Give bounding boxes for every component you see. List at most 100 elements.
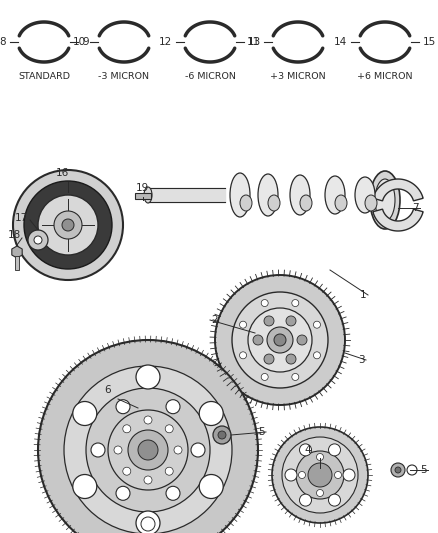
Circle shape xyxy=(248,308,312,372)
Text: 1: 1 xyxy=(360,290,367,300)
Ellipse shape xyxy=(268,195,280,211)
Circle shape xyxy=(264,316,274,326)
Circle shape xyxy=(282,437,358,513)
Ellipse shape xyxy=(370,171,400,229)
Circle shape xyxy=(328,444,340,456)
Circle shape xyxy=(308,463,332,487)
Circle shape xyxy=(108,410,188,490)
Circle shape xyxy=(114,446,122,454)
Circle shape xyxy=(343,469,355,481)
Circle shape xyxy=(199,474,223,498)
Ellipse shape xyxy=(300,195,312,211)
Circle shape xyxy=(285,469,297,481)
Text: 6: 6 xyxy=(105,385,111,395)
Circle shape xyxy=(253,335,263,345)
Circle shape xyxy=(123,467,131,475)
Circle shape xyxy=(218,431,226,439)
Circle shape xyxy=(272,427,368,523)
Polygon shape xyxy=(12,246,22,258)
Circle shape xyxy=(86,388,210,512)
Circle shape xyxy=(91,443,105,457)
Text: -3 MICRON: -3 MICRON xyxy=(99,72,149,81)
Bar xyxy=(135,193,151,199)
Circle shape xyxy=(328,494,340,506)
Circle shape xyxy=(174,446,182,454)
Circle shape xyxy=(300,444,311,456)
Text: 10: 10 xyxy=(73,37,86,47)
Ellipse shape xyxy=(355,177,375,213)
Text: 4: 4 xyxy=(305,445,311,455)
Circle shape xyxy=(116,400,130,414)
Text: 11: 11 xyxy=(247,37,260,47)
Ellipse shape xyxy=(258,174,278,216)
Circle shape xyxy=(73,401,97,425)
Circle shape xyxy=(292,300,299,306)
Ellipse shape xyxy=(230,173,250,217)
Circle shape xyxy=(136,365,160,389)
Text: +6 MICRON: +6 MICRON xyxy=(357,72,413,81)
Text: 2: 2 xyxy=(212,315,218,325)
Circle shape xyxy=(165,425,173,433)
Circle shape xyxy=(128,430,168,470)
Text: 14: 14 xyxy=(334,37,347,47)
Circle shape xyxy=(292,374,299,381)
Circle shape xyxy=(286,354,296,364)
Circle shape xyxy=(286,316,296,326)
Circle shape xyxy=(215,275,345,405)
Circle shape xyxy=(136,511,160,533)
Circle shape xyxy=(38,195,98,255)
Polygon shape xyxy=(373,209,423,231)
Circle shape xyxy=(144,476,152,484)
Ellipse shape xyxy=(375,179,395,221)
Circle shape xyxy=(28,230,48,250)
Text: 12: 12 xyxy=(159,37,172,47)
Circle shape xyxy=(297,335,307,345)
Circle shape xyxy=(54,211,82,239)
Circle shape xyxy=(141,517,155,531)
Text: 16: 16 xyxy=(55,168,69,178)
Circle shape xyxy=(232,292,328,388)
Text: 9: 9 xyxy=(82,37,88,47)
Text: +3 MICRON: +3 MICRON xyxy=(270,72,326,81)
Circle shape xyxy=(144,416,152,424)
Ellipse shape xyxy=(325,176,345,214)
Ellipse shape xyxy=(335,195,347,211)
Ellipse shape xyxy=(365,195,377,211)
Text: 19: 19 xyxy=(135,183,148,193)
Text: STANDARD: STANDARD xyxy=(18,72,70,81)
Text: 13: 13 xyxy=(248,37,261,47)
Circle shape xyxy=(191,443,205,457)
Text: 8: 8 xyxy=(0,37,6,47)
Text: 7: 7 xyxy=(412,203,419,213)
Ellipse shape xyxy=(240,195,252,211)
Text: 5: 5 xyxy=(258,427,265,437)
Circle shape xyxy=(62,219,74,231)
Text: 18: 18 xyxy=(8,230,21,240)
Circle shape xyxy=(261,300,268,306)
Circle shape xyxy=(73,474,97,498)
Circle shape xyxy=(391,463,405,477)
Circle shape xyxy=(395,467,401,473)
Ellipse shape xyxy=(290,175,310,215)
Circle shape xyxy=(314,321,321,328)
Circle shape xyxy=(314,352,321,359)
Circle shape xyxy=(264,354,274,364)
Circle shape xyxy=(274,334,286,346)
Circle shape xyxy=(317,489,324,497)
Circle shape xyxy=(13,170,123,280)
Circle shape xyxy=(213,426,231,444)
Circle shape xyxy=(166,400,180,414)
Ellipse shape xyxy=(144,187,152,203)
Circle shape xyxy=(267,327,293,353)
Circle shape xyxy=(240,352,247,359)
Circle shape xyxy=(64,366,232,533)
Text: -6 MICRON: -6 MICRON xyxy=(184,72,236,81)
Circle shape xyxy=(335,472,342,479)
Circle shape xyxy=(165,467,173,475)
Circle shape xyxy=(240,321,247,328)
Circle shape xyxy=(123,425,131,433)
Circle shape xyxy=(317,454,324,461)
Polygon shape xyxy=(373,179,423,201)
Circle shape xyxy=(199,401,223,425)
Text: 3: 3 xyxy=(358,355,364,365)
